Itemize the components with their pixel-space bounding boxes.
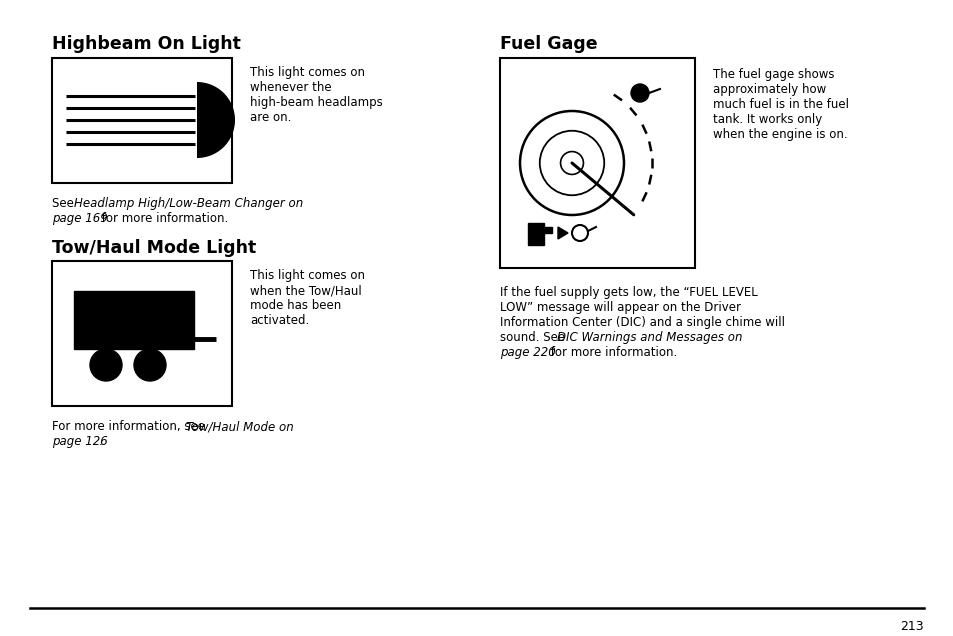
Text: DIC Warnings and Messages on: DIC Warnings and Messages on xyxy=(557,331,741,344)
Text: .: . xyxy=(99,435,103,448)
Text: activated.: activated. xyxy=(250,314,309,327)
Bar xyxy=(527,223,543,245)
Text: LOW” message will appear on the Driver: LOW” message will appear on the Driver xyxy=(499,301,740,314)
Text: Tow/Haul Mode on: Tow/Haul Mode on xyxy=(186,420,294,433)
Text: whenever the: whenever the xyxy=(250,81,332,94)
Text: For more information, see: For more information, see xyxy=(52,420,209,433)
Circle shape xyxy=(90,349,122,381)
Text: Information Center (DIC) and a single chime will: Information Center (DIC) and a single ch… xyxy=(499,316,784,329)
Text: Headlamp High/Low-Beam Changer on: Headlamp High/Low-Beam Changer on xyxy=(74,197,303,210)
Circle shape xyxy=(519,111,623,215)
Text: approximately how: approximately how xyxy=(712,83,825,96)
Text: sound. See: sound. See xyxy=(499,331,568,344)
Text: 213: 213 xyxy=(900,620,923,633)
Text: high-beam headlamps: high-beam headlamps xyxy=(250,96,382,109)
Bar xyxy=(543,227,552,233)
Text: If the fuel supply gets low, the “FUEL LEVEL: If the fuel supply gets low, the “FUEL L… xyxy=(499,286,757,299)
Circle shape xyxy=(630,84,648,102)
Polygon shape xyxy=(558,227,567,239)
Text: when the Tow/Haul: when the Tow/Haul xyxy=(250,284,361,297)
Bar xyxy=(499,58,695,268)
Text: tank. It works only: tank. It works only xyxy=(712,113,821,126)
Circle shape xyxy=(572,225,587,241)
Text: for more information.: for more information. xyxy=(98,212,228,225)
Text: page 169: page 169 xyxy=(52,212,108,225)
Text: page 126: page 126 xyxy=(52,435,108,448)
Text: Fuel Gage: Fuel Gage xyxy=(499,35,597,53)
Text: Highbeam On Light: Highbeam On Light xyxy=(52,35,240,53)
Text: when the engine is on.: when the engine is on. xyxy=(712,128,846,141)
Bar xyxy=(74,291,193,349)
Text: The fuel gage shows: The fuel gage shows xyxy=(712,68,834,81)
Text: for more information.: for more information. xyxy=(546,346,677,359)
Circle shape xyxy=(560,151,583,174)
Bar xyxy=(52,58,232,183)
Text: page 220: page 220 xyxy=(499,346,556,359)
Text: This light comes on: This light comes on xyxy=(250,269,365,282)
Text: are on.: are on. xyxy=(250,111,291,124)
Circle shape xyxy=(133,349,166,381)
Text: much fuel is in the fuel: much fuel is in the fuel xyxy=(712,98,848,111)
Polygon shape xyxy=(196,82,234,158)
Text: Tow/Haul Mode Light: Tow/Haul Mode Light xyxy=(52,239,256,257)
Text: See: See xyxy=(52,197,77,210)
Text: mode has been: mode has been xyxy=(250,299,341,312)
Circle shape xyxy=(539,131,603,195)
Text: This light comes on: This light comes on xyxy=(250,66,365,79)
Bar xyxy=(52,261,232,406)
